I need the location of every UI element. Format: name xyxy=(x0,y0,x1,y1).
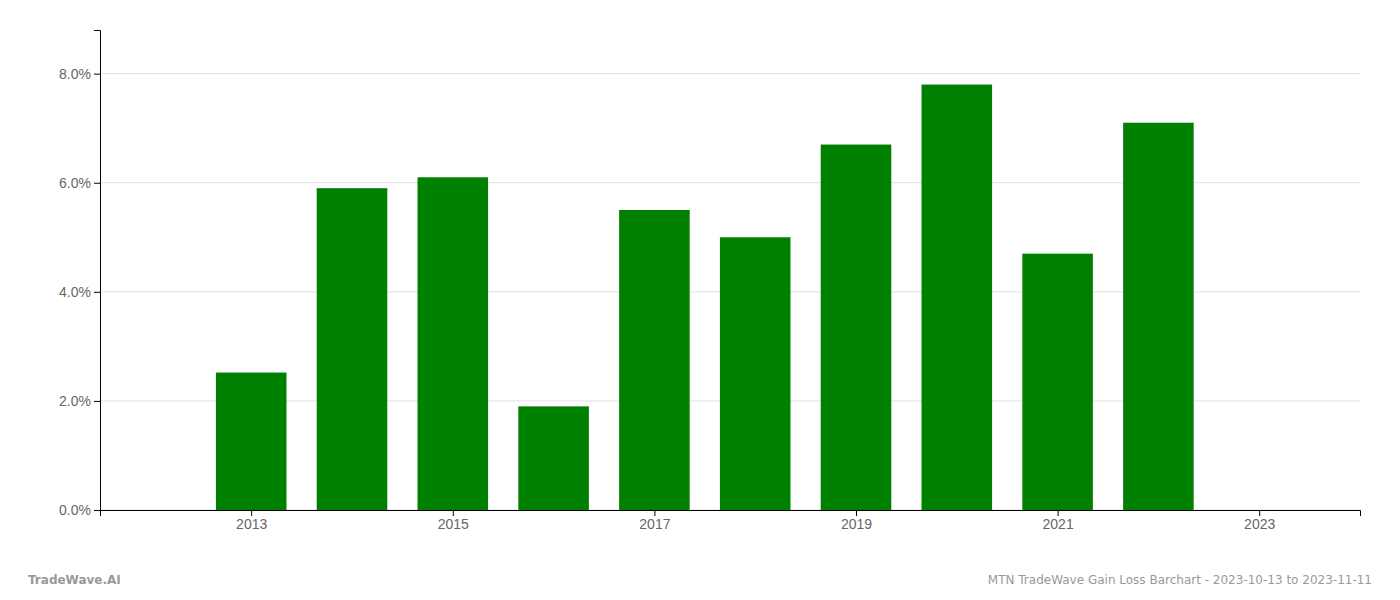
y-tick-mark xyxy=(94,510,100,511)
y-tick-mark xyxy=(94,401,100,402)
footer-text: TradeWave.AI xyxy=(28,573,121,587)
x-tick-label: 2013 xyxy=(236,516,267,532)
x-tick-label: 2021 xyxy=(1043,516,1074,532)
bar xyxy=(619,210,690,510)
y-tick: 8.0% xyxy=(59,66,100,82)
y-tick-label: 6.0% xyxy=(59,175,91,191)
bar xyxy=(518,406,589,510)
y-tick-mark xyxy=(94,292,100,293)
y-tick: 4.0% xyxy=(59,284,100,300)
y-tick-label: 8.0% xyxy=(59,66,91,82)
x-tick: 2019 xyxy=(841,510,872,532)
y-axis-line xyxy=(94,31,101,511)
y-tick-label: 4.0% xyxy=(59,284,91,300)
bar xyxy=(821,145,892,510)
y-tick-label: 2.0% xyxy=(59,393,91,409)
x-axis: 2013 2015 2017 2019 2021 2023 xyxy=(101,510,1361,532)
footer-text: MTN TradeWave Gain Loss Barchart - 2023-… xyxy=(988,573,1372,587)
bar xyxy=(216,373,287,510)
x-tick-label: 2019 xyxy=(841,516,872,532)
y-tick-mark xyxy=(94,74,100,75)
grid-line xyxy=(100,73,1360,74)
chart: 2013 2015 2017 2019 2021 2023 0.0% 2.0% 4.0% 6.0%… xyxy=(0,0,1400,600)
x-tick: 2023 xyxy=(1244,510,1275,532)
x-tick: 2017 xyxy=(639,510,670,532)
x-tick: 2015 xyxy=(438,510,469,532)
plot: 2013 2015 2017 2019 2021 2023 0.0% 2.0% 4.0% 6.0%… xyxy=(59,31,1360,532)
y-tick: 2.0% xyxy=(59,393,100,409)
y-tick: 6.0% xyxy=(59,175,100,191)
x-axis-line xyxy=(101,511,1361,517)
bar xyxy=(1123,123,1194,510)
bars xyxy=(216,85,1194,510)
bar xyxy=(418,177,489,510)
y-tick: 0.0% xyxy=(59,502,100,518)
bar xyxy=(720,237,791,510)
x-tick-label: 2015 xyxy=(438,516,469,532)
y-tick-label: 0.0% xyxy=(59,502,91,518)
x-tick: 2021 xyxy=(1043,510,1074,532)
y-tick-mark xyxy=(94,183,100,184)
y-axis: 0.0% 2.0% 4.0% 6.0% 8.0% xyxy=(59,31,100,518)
x-tick: 2013 xyxy=(236,510,267,532)
grid xyxy=(100,74,1360,510)
bar xyxy=(317,188,388,510)
bar xyxy=(922,85,993,510)
x-tick-label: 2017 xyxy=(639,516,670,532)
x-tick-label: 2023 xyxy=(1244,516,1275,532)
bar xyxy=(1022,254,1093,510)
